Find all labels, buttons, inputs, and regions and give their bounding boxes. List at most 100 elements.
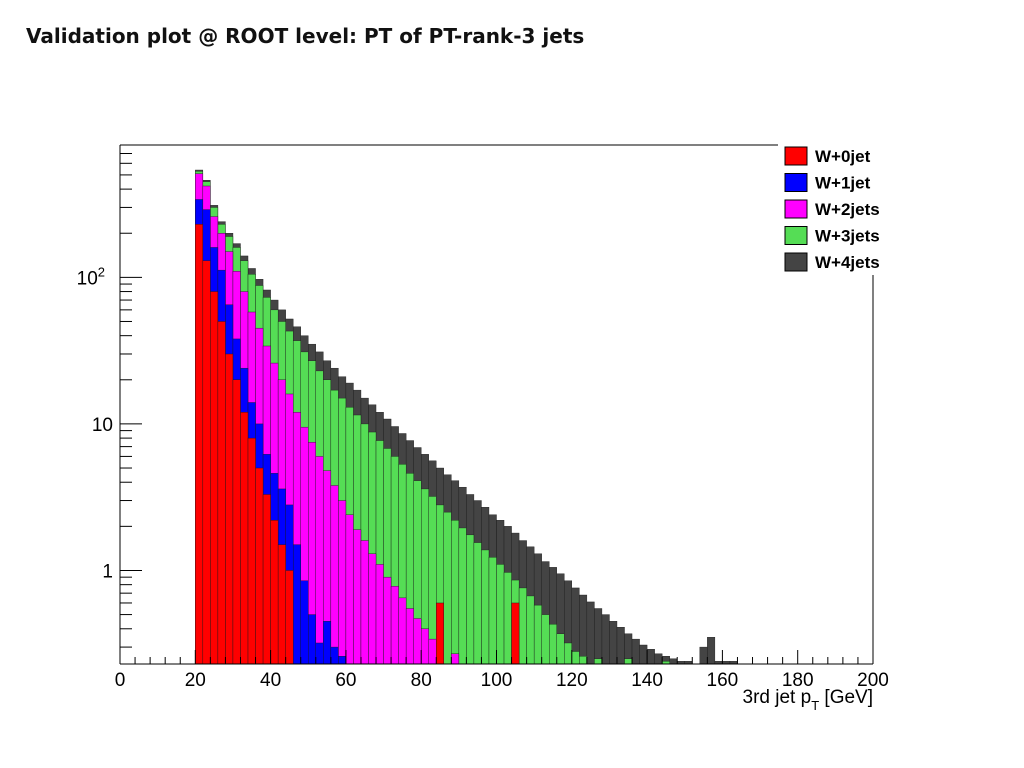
bar-w-3jets	[594, 658, 603, 665]
bar-w-4jets	[639, 644, 648, 665]
x-axis-label: 3rd jet pT [GeV]	[743, 687, 873, 713]
bar-w-2jets	[421, 628, 429, 665]
y-tick-label: 10	[92, 415, 113, 436]
legend-swatch	[784, 199, 808, 219]
bar-w-4jets	[654, 653, 663, 665]
histogram-bars	[195, 169, 738, 665]
bar-w-0jet	[247, 437, 256, 665]
bar-w-0jet	[232, 379, 241, 665]
legend-entry: W+4jets	[815, 253, 880, 272]
bar-w-3jets	[428, 496, 437, 665]
x-tick-label: 0	[115, 670, 126, 691]
bar-w-4jets	[586, 601, 595, 665]
bar-w-2jets	[360, 540, 369, 665]
legend-entry: W+3jets	[815, 227, 880, 246]
bar-w-4jets	[631, 638, 640, 665]
bar-w-3jets	[533, 604, 542, 665]
legend-swatch	[784, 252, 808, 272]
bar-w-2jets	[353, 529, 362, 665]
x-tick-label: 200	[857, 670, 889, 691]
y-tick-label: 102	[77, 264, 105, 289]
bar-w-3jets	[451, 520, 460, 665]
bar-w-0jet	[262, 494, 271, 665]
x-tick-label: 100	[481, 670, 513, 691]
bar-w-0jet	[225, 353, 234, 665]
x-axis-label-main: 3rd jet p	[743, 687, 812, 708]
bar-w-0jet	[255, 467, 264, 665]
bar-w-2jets	[451, 653, 460, 665]
bar-w-4jets	[579, 594, 588, 665]
x-axis-ticks: 0 20 40 60 80 100 120 140 160 180 200	[115, 650, 889, 691]
legend-swatch	[784, 146, 808, 166]
x-tick-label: 60	[335, 670, 356, 691]
bar-w-3jets	[571, 651, 580, 665]
bar-w-3jets	[541, 614, 550, 665]
legend-swatch	[784, 226, 808, 245]
bar-w-2jets	[375, 564, 384, 665]
bar-w-3jets	[466, 534, 475, 665]
bar-w-3jets	[496, 564, 505, 665]
page-title: Validation plot @ ROOT level: PT of PT-r…	[26, 24, 585, 48]
bar-w-4jets	[707, 637, 716, 665]
bar-w-2jets	[428, 638, 437, 665]
bar-w-1jet	[315, 642, 324, 665]
bar-w-1jet	[292, 544, 301, 665]
legend-entry: W+0jet	[815, 147, 871, 166]
bar-w-4jets	[646, 649, 655, 665]
bar-w-4jets	[616, 627, 625, 665]
bar-w-1jet	[338, 656, 347, 665]
bar-w-0jet	[210, 291, 219, 665]
bar-w-0jet	[277, 544, 286, 665]
x-tick-label: 180	[782, 670, 814, 691]
bar-w-3jets	[488, 557, 497, 665]
bar-w-2jets	[390, 586, 399, 665]
bar-w-3jets	[549, 623, 557, 665]
bar-w-2jets	[338, 500, 347, 665]
bar-w-3jets	[443, 511, 452, 665]
bar-w-2jets	[405, 608, 414, 665]
bar-w-3jets	[564, 642, 573, 665]
bar-w-2jets	[413, 618, 422, 665]
bar-w-0jet	[511, 602, 520, 665]
bar-w-0jet	[270, 520, 279, 665]
bar-w-4jets	[669, 658, 678, 665]
bar-w-1jet	[300, 580, 309, 665]
bar-w-2jets	[345, 514, 354, 665]
legend-entry: W+1jet	[815, 174, 871, 193]
bar-w-4jets	[609, 621, 618, 665]
bar-w-1jet	[330, 646, 339, 665]
bar-w-0jet	[436, 602, 444, 665]
bar-w-4jets	[699, 646, 708, 665]
bar-w-3jets	[458, 527, 467, 665]
bar-w-4jets	[601, 614, 610, 665]
bar-w-0jet	[240, 412, 249, 665]
bar-w-2jets	[383, 576, 392, 665]
y-axis-ticks: 1 10 102	[77, 144, 142, 648]
bar-w-3jets	[624, 658, 633, 665]
bar-w-2jets	[330, 485, 339, 665]
legend-swatch	[784, 173, 808, 192]
x-axis-label-unit: [GeV]	[819, 687, 873, 708]
y-tick-label: 1	[102, 561, 113, 582]
x-tick-label: 120	[556, 670, 588, 691]
bar-w-3jets	[481, 549, 490, 665]
bar-w-0jet	[195, 224, 204, 665]
bar-w-0jet	[285, 570, 294, 665]
x-tick-label: 40	[260, 670, 281, 691]
bar-w-3jets	[503, 572, 512, 665]
x-tick-label: 160	[707, 670, 739, 691]
legend-entry: W+2jets	[815, 200, 880, 219]
bar-w-4jets	[594, 608, 603, 665]
y-tick-exponent: 2	[98, 264, 105, 279]
legend: W+0jet W+1jet W+2jets W+3jets W+4jets	[778, 140, 881, 275]
bar-w-3jets	[518, 587, 527, 665]
bar-w-2jets	[315, 456, 324, 665]
bar-w-3jets	[556, 633, 565, 665]
bar-w-0jet	[202, 260, 211, 665]
bar-w-2jets	[368, 553, 377, 665]
x-tick-label: 20	[185, 670, 206, 691]
x-axis-label-subscript: T	[811, 698, 819, 713]
x-tick-label: 140	[631, 670, 663, 691]
bar-w-3jets	[579, 656, 588, 665]
